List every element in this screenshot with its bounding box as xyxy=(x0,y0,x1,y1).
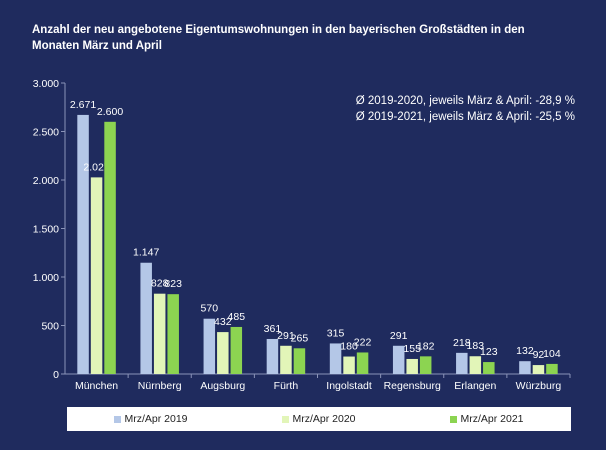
y-tick-label: 2.000 xyxy=(33,175,59,187)
chart-title: Anzahl der neu angebotene Eigentumswohnu… xyxy=(32,24,525,52)
bar xyxy=(230,326,243,374)
bar xyxy=(140,262,152,374)
x-tick-label: Nürnberg xyxy=(138,380,182,392)
bar-value-label: 2.027 xyxy=(83,161,109,173)
bar-value-label: 828 xyxy=(151,278,169,290)
bar-value-label: 92 xyxy=(533,349,545,361)
x-tick-label: Erlangen xyxy=(454,380,496,392)
bar xyxy=(469,356,482,374)
legend-label-2019: Mrz/Apr 2019 xyxy=(124,413,188,425)
bar xyxy=(392,345,405,374)
legend-item-2020: Mrz/Apr 2020 xyxy=(282,413,356,425)
y-tick-label: 0 xyxy=(53,369,59,381)
bar-value-label: 2.600 xyxy=(97,106,123,118)
x-tick-label: München xyxy=(75,380,118,392)
bar xyxy=(153,293,166,374)
legend-swatch-2021 xyxy=(450,415,458,423)
x-tick-label: Fürth xyxy=(274,380,299,392)
bar-value-label: 2.671 xyxy=(70,99,96,111)
bar xyxy=(456,352,468,374)
bar xyxy=(329,343,342,374)
x-tick-label: Ingolstadt xyxy=(326,380,372,392)
y-tick-label: 3.000 xyxy=(33,78,59,90)
bar xyxy=(167,294,179,374)
bar xyxy=(104,121,116,374)
bar-value-label: 123 xyxy=(480,346,498,358)
x-tick-label: Würzburg xyxy=(516,380,562,392)
bar-value-label: 218 xyxy=(453,337,471,349)
bar-value-label: 183 xyxy=(467,340,485,352)
legend: Mrz/Apr 2019 Mrz/Apr 2020 Mrz/Apr 2021 xyxy=(67,407,571,431)
legend-swatch-2019 xyxy=(114,415,122,423)
bar-value-label: 155 xyxy=(403,343,421,355)
bar xyxy=(532,365,545,374)
bar-value-label: 432 xyxy=(214,316,232,328)
bar-value-label: 222 xyxy=(354,336,372,348)
bar-value-label: 291 xyxy=(390,330,408,342)
legend-swatch-2020 xyxy=(282,415,290,423)
legend-label-2021: Mrz/Apr 2021 xyxy=(460,413,524,425)
bar xyxy=(293,348,306,374)
bar-value-label: 182 xyxy=(417,340,435,352)
y-tick-label: 1.500 xyxy=(33,224,59,236)
bar xyxy=(356,352,369,374)
bar xyxy=(406,358,418,374)
bar xyxy=(483,362,495,374)
bar xyxy=(546,363,558,374)
bar-value-label: 361 xyxy=(264,323,282,335)
x-tick-label: Regensburg xyxy=(384,380,441,392)
bar-value-label: 315 xyxy=(327,327,345,339)
legend-item-2019: Mrz/Apr 2019 xyxy=(114,413,188,425)
y-tick-label: 500 xyxy=(41,321,59,333)
y-tick-label: 1.000 xyxy=(33,272,59,284)
bar-value-label: 1.147 xyxy=(133,247,159,259)
bar-value-label: 823 xyxy=(164,278,182,290)
bar xyxy=(217,332,229,374)
bar xyxy=(519,361,531,374)
bar-value-label: 104 xyxy=(543,348,561,360)
bar-value-label: 132 xyxy=(516,345,534,357)
bar xyxy=(90,177,103,374)
bar-value-label: 180 xyxy=(340,341,358,353)
bar xyxy=(419,356,432,374)
bar-value-label: 265 xyxy=(291,332,309,344)
bar xyxy=(280,345,292,374)
bar xyxy=(77,114,89,375)
bar xyxy=(203,318,216,374)
bar xyxy=(343,356,355,374)
annotation-2019-2021: Ø 2019-2021, jeweils März & April: -25,5… xyxy=(356,111,575,123)
bar-value-label: 485 xyxy=(228,311,246,323)
legend-label-2020: Mrz/Apr 2020 xyxy=(292,413,356,425)
y-tick-label: 2.500 xyxy=(33,127,59,139)
bar-value-label: 570 xyxy=(201,303,219,315)
bar xyxy=(266,338,279,374)
annotation-2019-2020: Ø 2019-2020, jeweils März & April: -28,9… xyxy=(356,95,575,107)
x-tick-label: Augsburg xyxy=(200,380,245,392)
bar-value-label: 291 xyxy=(277,330,295,342)
legend-item-2021: Mrz/Apr 2021 xyxy=(450,413,524,425)
